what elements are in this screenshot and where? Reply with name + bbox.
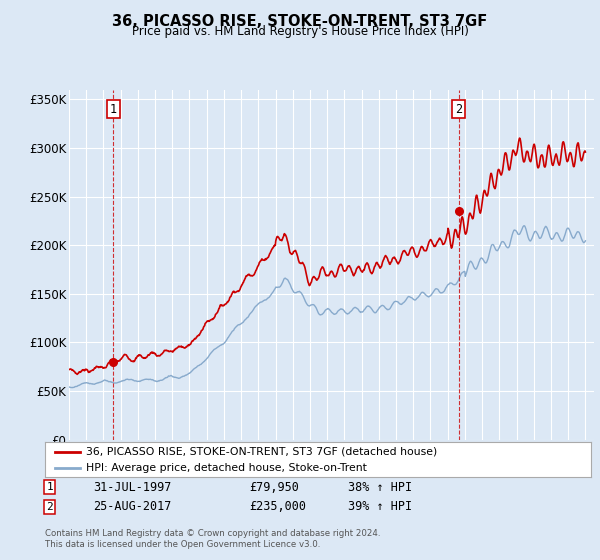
Text: 39% ↑ HPI: 39% ↑ HPI [348,500,412,514]
Text: £235,000: £235,000 [249,500,306,514]
Text: Price paid vs. HM Land Registry's House Price Index (HPI): Price paid vs. HM Land Registry's House … [131,25,469,38]
Text: HPI: Average price, detached house, Stoke-on-Trent: HPI: Average price, detached house, Stok… [86,463,367,473]
Text: 1: 1 [110,102,117,115]
Text: 1: 1 [46,482,53,492]
Text: 36, PICASSO RISE, STOKE-ON-TRENT, ST3 7GF: 36, PICASSO RISE, STOKE-ON-TRENT, ST3 7G… [112,14,488,29]
Text: 2: 2 [46,502,53,512]
Text: £79,950: £79,950 [249,480,299,494]
Text: 38% ↑ HPI: 38% ↑ HPI [348,480,412,494]
Text: 31-JUL-1997: 31-JUL-1997 [93,480,172,494]
Text: 25-AUG-2017: 25-AUG-2017 [93,500,172,514]
Text: Contains HM Land Registry data © Crown copyright and database right 2024.
This d: Contains HM Land Registry data © Crown c… [45,529,380,549]
Text: 2: 2 [455,102,463,115]
Text: 36, PICASSO RISE, STOKE-ON-TRENT, ST3 7GF (detached house): 36, PICASSO RISE, STOKE-ON-TRENT, ST3 7G… [86,447,437,457]
